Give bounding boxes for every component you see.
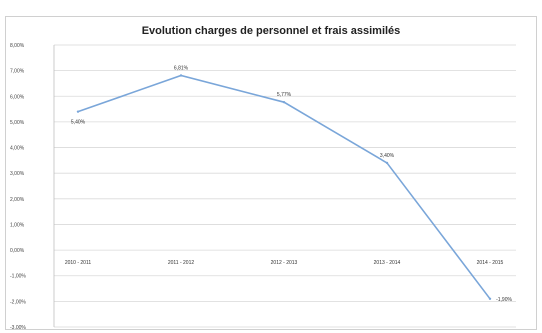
y-tick-label: -1,00% — [10, 274, 26, 280]
data-label: 3,40% — [380, 153, 395, 159]
data-label: 6,81% — [174, 66, 189, 72]
y-tick-label: 7,00% — [10, 69, 25, 75]
data-point — [385, 161, 389, 165]
data-point — [282, 100, 286, 104]
x-tick-label: 2014 - 2015 — [477, 260, 504, 266]
data-labels: 5,40% 6,81% 5,77% 3,40% -1,90% — [71, 66, 513, 303]
data-point — [488, 297, 492, 300]
data-label: -1,90% — [496, 297, 512, 303]
y-axis-tick-labels: 8,00% 7,00% 6,00% 5,00% 4,00% 3,00% 2,00% 1,00%… — [10, 43, 26, 329]
data-label: 5,77% — [277, 92, 292, 98]
data-point — [179, 74, 183, 77]
series-layer — [76, 74, 492, 300]
y-tick-label: 0,00% — [10, 248, 25, 254]
y-tick-label: 2,00% — [10, 197, 25, 203]
data-label: 5,40% — [71, 120, 86, 126]
x-tick-label: 2013 - 2014 — [374, 260, 401, 266]
line-chart: Evolution charges de personnel et frais … — [10, 25, 516, 329]
gridlines — [53, 44, 516, 328]
x-axis-tick-labels: 2010 - 2011 2011 - 2012 2012 - 2013 2013 - … — [65, 260, 504, 266]
y-tick-label: -3,00% — [10, 325, 26, 329]
y-tick-label: 6,00% — [10, 94, 25, 100]
y-tick-label: 3,00% — [10, 171, 25, 177]
x-tick-label: 2012 - 2013 — [271, 260, 298, 266]
x-tick-label: 2011 - 2012 — [168, 260, 195, 266]
y-tick-label: 5,00% — [10, 120, 25, 126]
y-tick-label: 1,00% — [10, 222, 25, 228]
y-tick-label: 4,00% — [10, 146, 25, 152]
chart-title: Evolution charges de personnel et frais … — [142, 25, 401, 37]
y-tick-label: -2,00% — [10, 299, 26, 305]
data-point — [76, 110, 80, 113]
chart-frame: Evolution charges de personnel et frais … — [5, 16, 537, 330]
y-tick-label: 8,00% — [10, 43, 25, 49]
x-tick-label: 2010 - 2011 — [65, 260, 92, 266]
